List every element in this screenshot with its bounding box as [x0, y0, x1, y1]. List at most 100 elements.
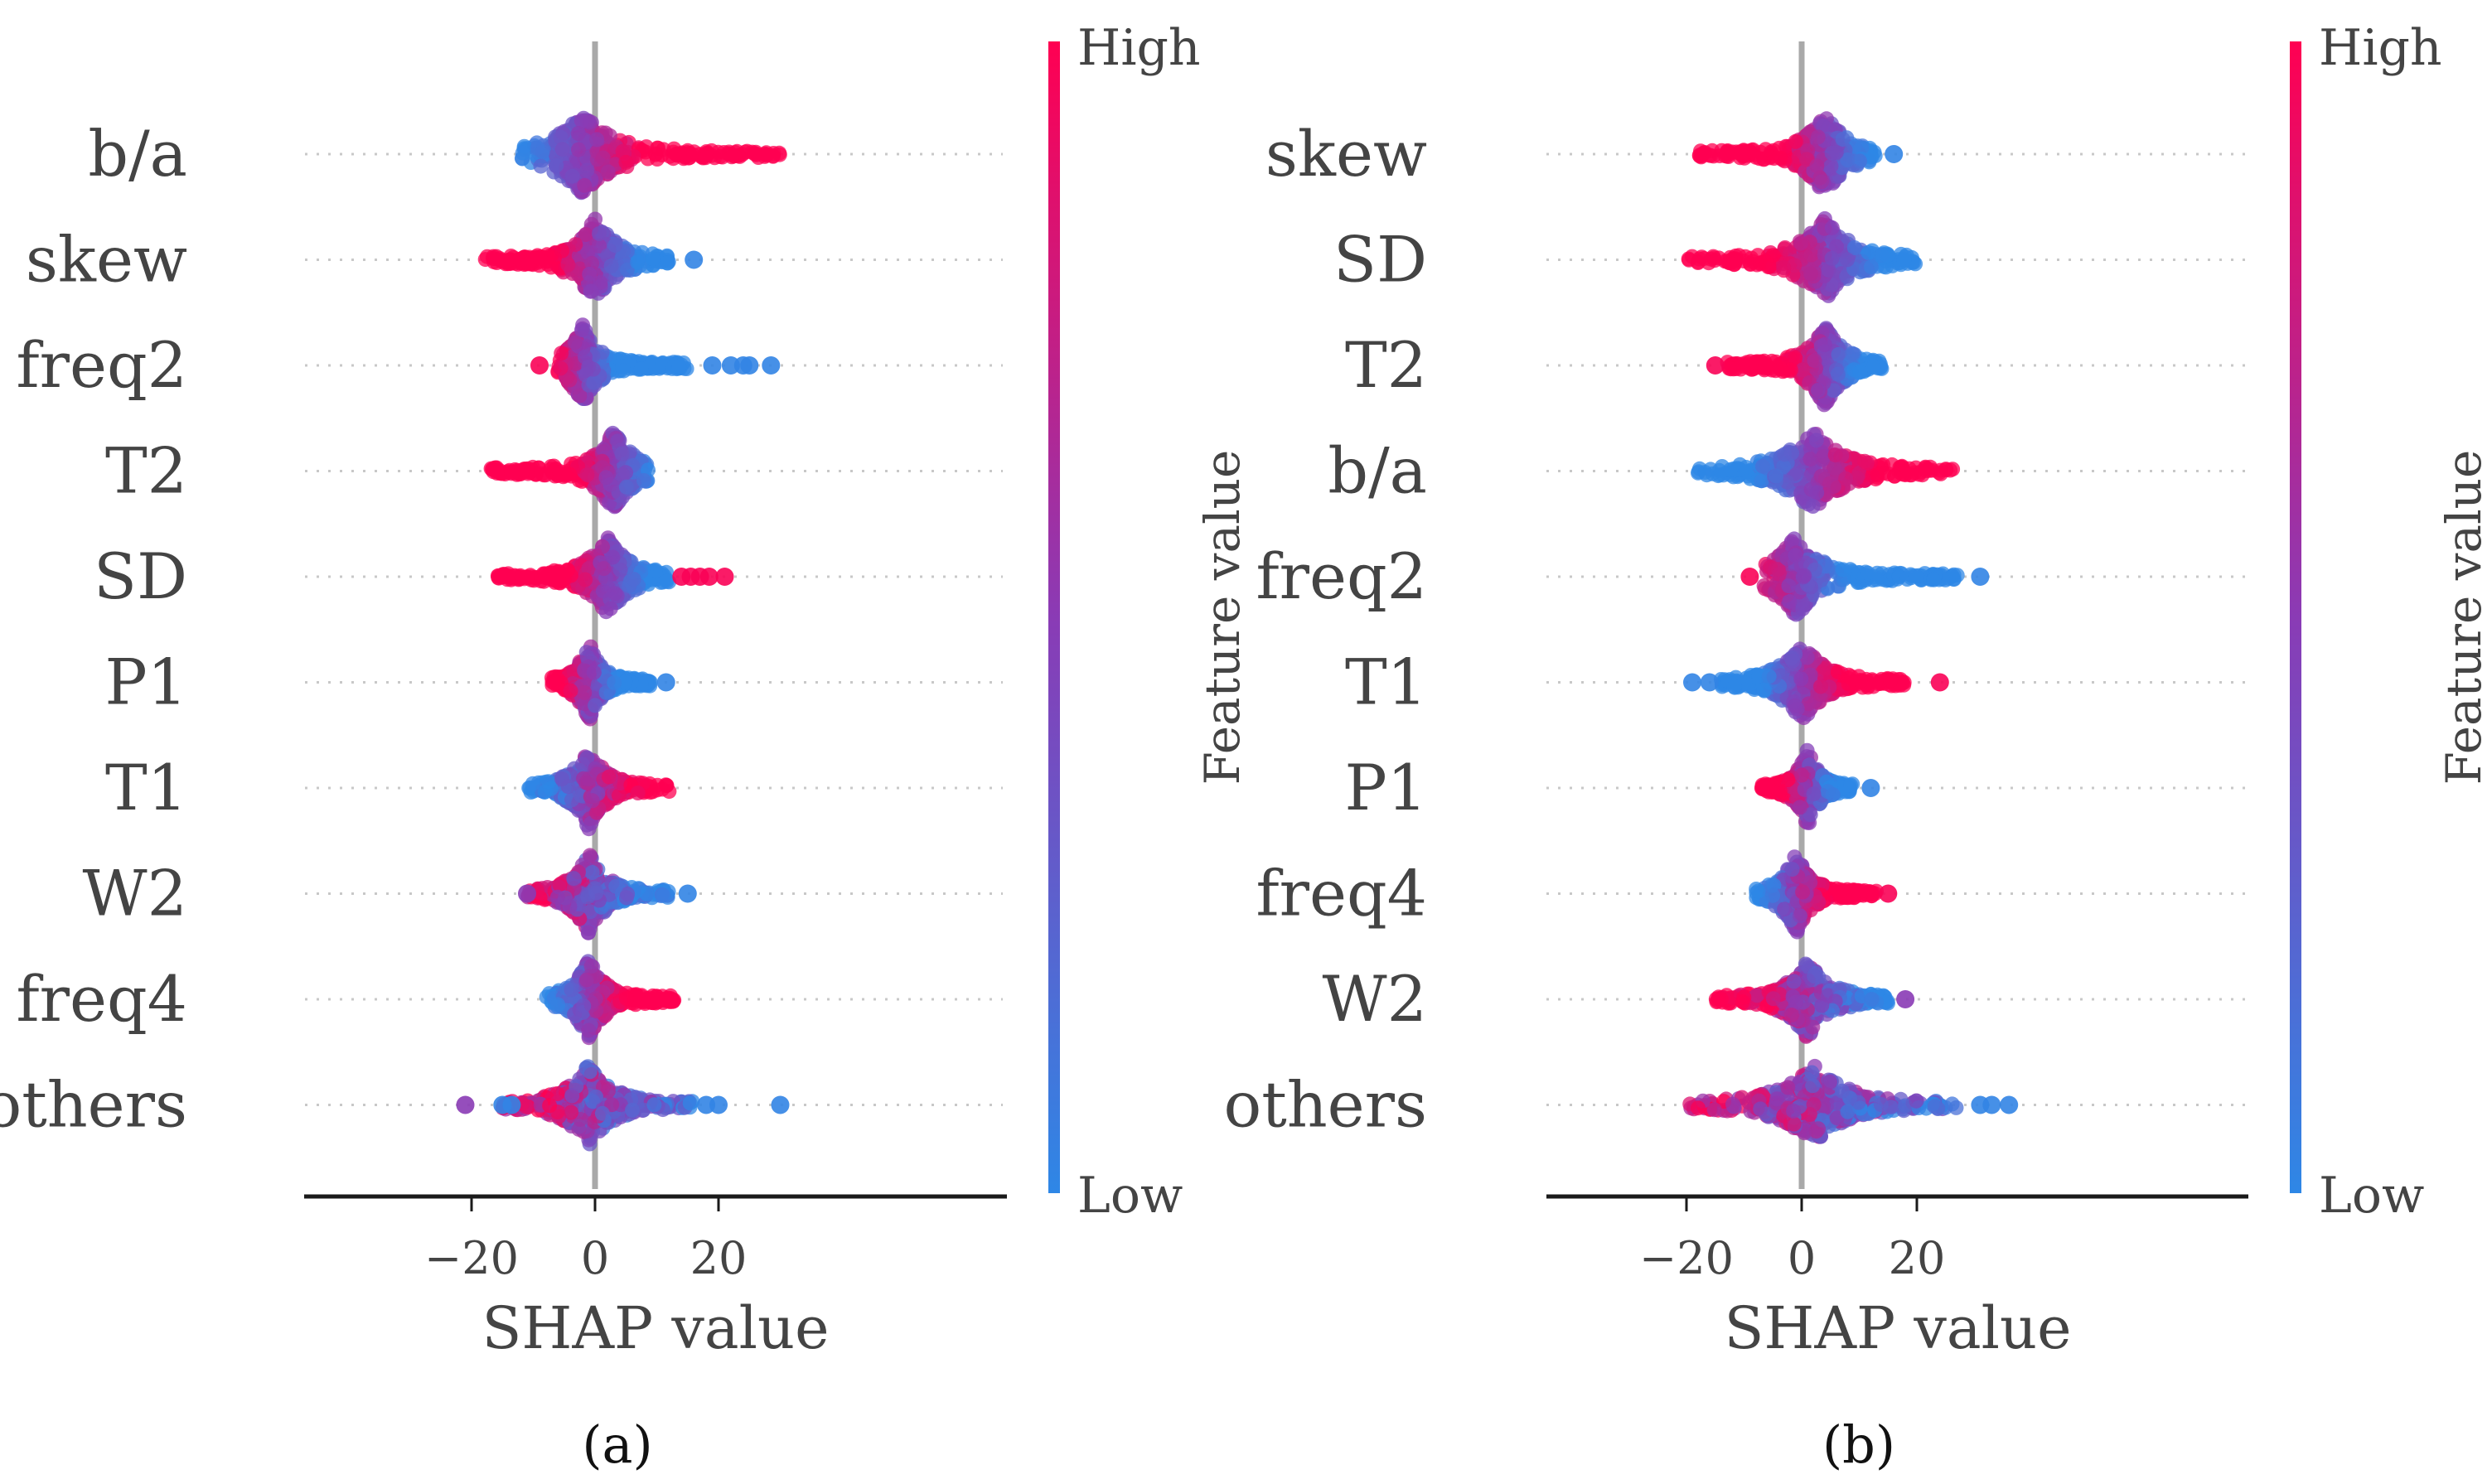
- beeswarm-points: [456, 110, 790, 1152]
- shap-point: [1817, 397, 1832, 413]
- shap-point: [515, 145, 530, 161]
- feature-label: W2: [83, 857, 187, 931]
- shap-outlier-point: [771, 1095, 790, 1114]
- shap-point: [581, 359, 597, 375]
- shap-point: [1865, 360, 1881, 375]
- shap-outlier-point: [1885, 145, 1904, 163]
- shap-point: [578, 227, 593, 242]
- shap-point: [1719, 144, 1735, 160]
- shap-point: [686, 144, 702, 160]
- shap-point: [1765, 248, 1781, 263]
- shap-point: [1896, 253, 1912, 268]
- shap-point: [665, 151, 681, 167]
- shap-point: [698, 150, 714, 166]
- shap-point: [1773, 150, 1788, 166]
- shap-point: [600, 164, 616, 180]
- shap-point: [562, 899, 578, 915]
- shap-point: [1793, 235, 1808, 251]
- shap-point: [550, 997, 566, 1013]
- shap-point: [554, 346, 569, 361]
- shap-point: [618, 479, 634, 495]
- feature-label: T2: [1345, 328, 1427, 402]
- shap-point: [564, 982, 579, 998]
- shap-point: [602, 128, 617, 143]
- shap-point: [579, 466, 595, 482]
- shap-point: [537, 784, 553, 800]
- shap-outlier-point: [703, 356, 722, 375]
- shap-point: [596, 561, 612, 577]
- shap-point: [1802, 266, 1818, 282]
- shap-point: [594, 1105, 610, 1121]
- shap-point: [586, 665, 602, 680]
- shap-point: [682, 1095, 698, 1111]
- shap-point: [1783, 362, 1798, 378]
- shap-point: [1817, 337, 1832, 352]
- shap-point: [1810, 129, 1826, 145]
- shap-outlier-point: [518, 884, 536, 903]
- shap-point: [1788, 133, 1803, 149]
- feature-label: T2: [105, 434, 187, 508]
- shap-point: [533, 158, 549, 174]
- shap-outlier-point: [456, 1095, 475, 1114]
- feature-points: [477, 211, 704, 301]
- subfigure-label-a: (a): [582, 1414, 652, 1475]
- shap-point: [519, 569, 535, 585]
- shap-point: [589, 132, 605, 147]
- feature-points: [1691, 111, 1904, 195]
- shap-point: [1750, 248, 1766, 263]
- shap-point: [579, 972, 594, 988]
- feature-label: b/a: [1328, 434, 1427, 508]
- feature-label: freq4: [17, 962, 187, 1036]
- shap-point: [614, 446, 630, 462]
- shap-point: [616, 363, 631, 379]
- shap-point: [625, 1102, 640, 1118]
- beeswarm-points: [1681, 111, 2019, 1144]
- shap-point: [1706, 148, 1721, 164]
- shap-point: [1830, 366, 1846, 382]
- shap-point: [576, 998, 592, 1013]
- shap-outlier-point: [762, 356, 781, 375]
- feature-points: [530, 317, 781, 406]
- shap-point: [530, 140, 545, 156]
- colorbar-high-label: High: [1077, 19, 1201, 77]
- feature-label: others: [1223, 1068, 1427, 1142]
- shap-point: [577, 685, 593, 700]
- shap-point: [1823, 158, 1839, 174]
- shap-point: [588, 885, 604, 901]
- shap-point: [1844, 346, 1860, 361]
- shap-point: [619, 262, 635, 278]
- shap-point: [486, 249, 501, 264]
- feature-label: skew: [26, 223, 187, 297]
- shap-point: [648, 147, 664, 162]
- shap-point: [626, 572, 641, 587]
- shap-point: [562, 372, 578, 388]
- shap-point: [542, 1098, 558, 1114]
- feature-label: b/a: [88, 117, 187, 191]
- shap-point: [607, 238, 623, 253]
- shap-point: [586, 375, 602, 390]
- shap-outlier-point: [1706, 356, 1725, 375]
- shap-point: [549, 467, 565, 483]
- shap-point: [1752, 151, 1768, 167]
- shap-point: [630, 254, 646, 270]
- shap-point: [618, 890, 634, 906]
- shap-point: [553, 129, 569, 145]
- shap-point: [646, 1097, 662, 1113]
- feature-points: [1706, 321, 1890, 413]
- shap-point: [564, 1088, 580, 1104]
- shap-point: [656, 887, 671, 903]
- shap-point: [1840, 252, 1855, 268]
- shap-point: [630, 786, 646, 800]
- shap-point: [618, 154, 634, 170]
- shap-point: [595, 150, 611, 166]
- shap-point: [1824, 250, 1840, 266]
- shap-point: [1776, 260, 1792, 275]
- shap-point: [615, 466, 631, 482]
- shap-point: [636, 473, 651, 488]
- shap-point: [571, 142, 586, 157]
- shap-point: [564, 1105, 579, 1120]
- shap-point: [1732, 145, 1748, 161]
- feature-label: T1: [1345, 645, 1427, 719]
- shap-point: [571, 1121, 587, 1137]
